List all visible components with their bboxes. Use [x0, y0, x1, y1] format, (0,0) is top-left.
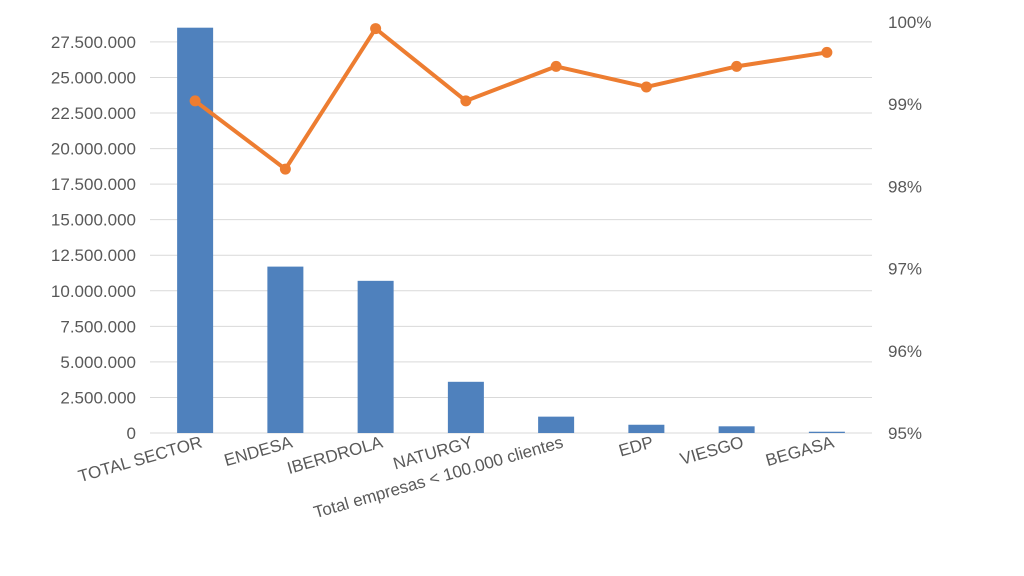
left-tick-label: 0	[127, 424, 136, 443]
left-tick-label: 12.500.000	[51, 246, 136, 265]
left-axis-ticks: 0 2.500.000 5.000.000 7.500.000 10.000.000 12…	[51, 33, 136, 443]
left-tick-label: 7.500.000	[60, 317, 136, 336]
right-tick-label: 100%	[888, 13, 931, 32]
bar-series	[177, 27, 845, 434]
right-tick-label: 97%	[888, 260, 922, 279]
line-series	[189, 23, 833, 175]
bar	[177, 27, 214, 434]
left-tick-label: 10.000.000	[51, 282, 136, 301]
left-tick-label: 25.000.000	[51, 68, 136, 87]
bar	[628, 424, 665, 433]
right-tick-label: 95%	[888, 424, 922, 443]
right-tick-label: 96%	[888, 342, 922, 361]
left-tick-label: 2.500.000	[60, 388, 136, 407]
line-point	[550, 60, 562, 72]
right-axis-ticks: 95% 96% 97% 98% 99% 100%	[888, 13, 931, 443]
line-path	[193, 26, 828, 172]
category-label: IBERDROLA	[285, 432, 385, 478]
category-label: EDP	[617, 433, 656, 461]
right-tick-label: 98%	[888, 177, 922, 196]
bar	[267, 266, 304, 433]
bar	[357, 280, 394, 433]
bar	[447, 381, 484, 433]
category-label: VIESGO	[678, 433, 746, 469]
left-tick-label: 20.000.000	[51, 140, 136, 159]
left-tick-label: 17.500.000	[51, 175, 136, 194]
line-point	[731, 60, 743, 72]
bar	[538, 416, 575, 433]
right-tick-label: 99%	[888, 95, 922, 114]
left-tick-label: 22.500.000	[51, 104, 136, 123]
left-tick-label: 27.500.000	[51, 33, 136, 52]
bar	[718, 426, 755, 433]
line-point	[370, 23, 382, 35]
gridlines	[150, 41, 872, 434]
category-label: BEGASA	[764, 432, 837, 470]
bar	[808, 431, 845, 433]
line-point	[821, 46, 833, 58]
line-point	[189, 95, 201, 107]
left-tick-label: 5.000.000	[60, 353, 136, 372]
left-tick-label: 15.000.000	[51, 211, 136, 230]
category-label: ENDESA	[222, 432, 295, 470]
line-point	[460, 95, 472, 107]
category-label: TOTAL SECTOR	[76, 433, 204, 487]
line-point	[279, 163, 291, 175]
line-point	[640, 81, 652, 93]
